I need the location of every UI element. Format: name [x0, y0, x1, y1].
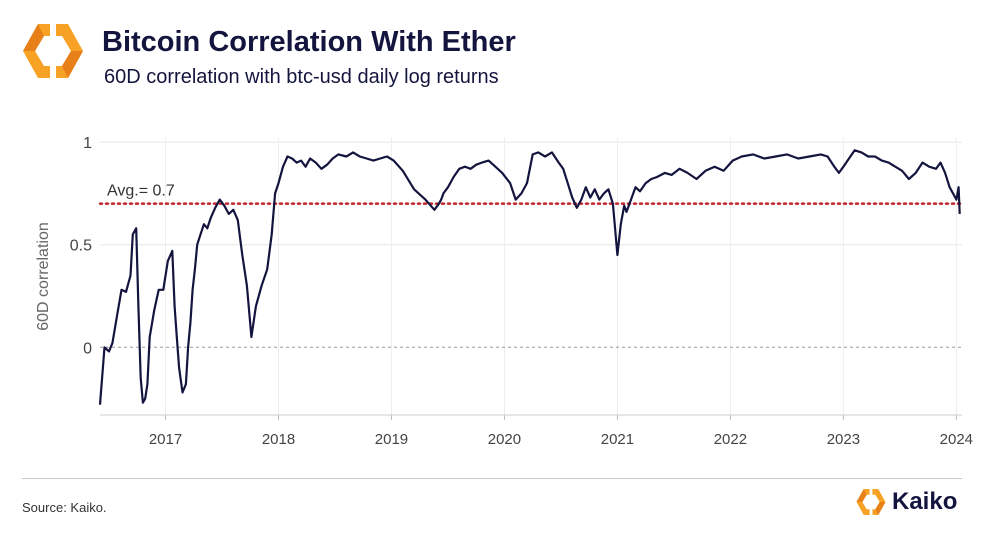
- chart-subtitle: 60D correlation with btc-usd daily log r…: [104, 66, 499, 88]
- chart-title: Bitcoin Correlation With Ether: [102, 26, 516, 58]
- x-axis-ticks: 2017 2018 2019 2020 2021 2022 2023 2024: [149, 415, 973, 448]
- average-label: Avg.= 0.7: [107, 183, 175, 200]
- source-note: Source: Kaiko.: [22, 500, 107, 515]
- correlation-chart: 2017 2018 2019 2020 2021 2022 2023 2024 00.51 6…: [35, 135, 973, 448]
- y-axis-ticks: 00.51: [70, 135, 92, 357]
- chart-grid: [100, 138, 962, 415]
- x-tick-label-4: 2021: [601, 431, 634, 448]
- y-tick-label-2: 1: [83, 135, 92, 152]
- footer-divider: [22, 478, 962, 479]
- x-tick-label-2: 2019: [375, 431, 408, 448]
- x-tick-label-1: 2018: [262, 431, 295, 448]
- brand-name: Kaiko: [892, 488, 958, 515]
- y-tick-label-0: 0: [83, 340, 92, 357]
- x-tick-label-7: 2024: [940, 431, 973, 448]
- kaiko-header-logo-icon: [23, 22, 83, 80]
- x-tick-label-6: 2023: [827, 431, 860, 448]
- x-tick-label-5: 2022: [714, 431, 747, 448]
- x-tick-label-3: 2020: [488, 431, 521, 448]
- kaiko-brand: Kaiko: [856, 488, 957, 516]
- y-axis-label: 60D correlation: [35, 222, 52, 331]
- x-tick-label-0: 2017: [149, 431, 182, 448]
- y-tick-label-1: 0.5: [70, 238, 92, 255]
- series-line-btc-eth-correlation: [98, 149, 961, 405]
- kaiko-footer-logo-icon: [856, 488, 886, 516]
